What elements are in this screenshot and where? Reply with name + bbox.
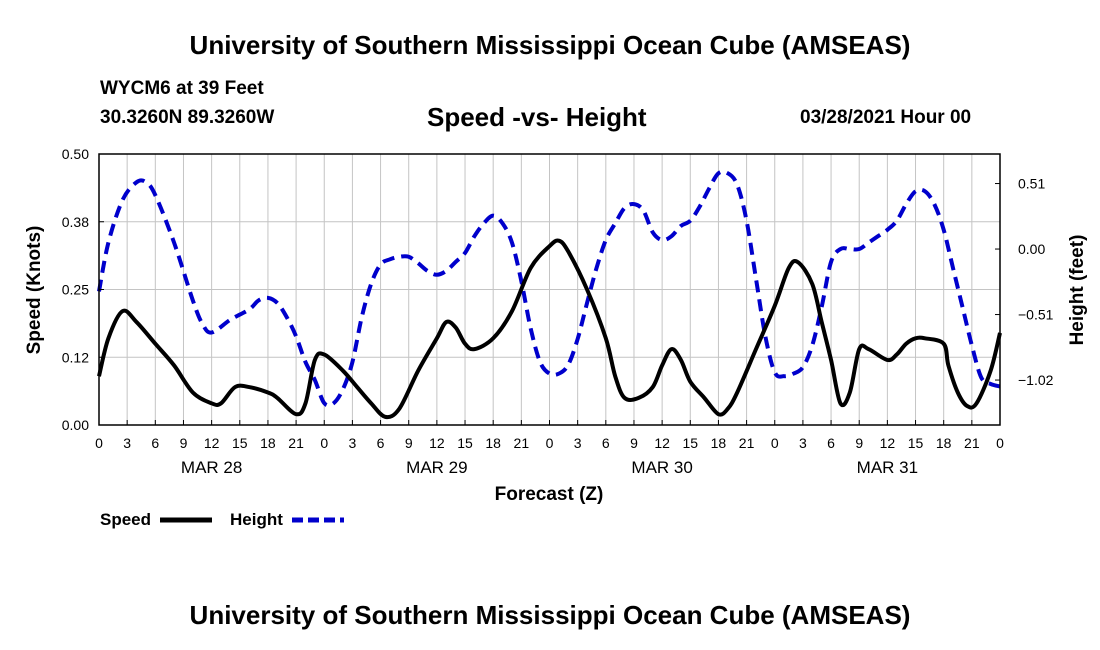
date-label: MAR 28 bbox=[181, 458, 242, 477]
x-tick-label: 21 bbox=[514, 435, 530, 451]
y2-tick-label: −0.51 bbox=[1018, 307, 1054, 323]
x-tick-label: 12 bbox=[204, 435, 220, 451]
coordinates-label: 30.3260N 89.3260W bbox=[100, 107, 275, 128]
date-label: MAR 29 bbox=[406, 458, 467, 477]
y-axis-label: Speed (Knots) bbox=[24, 226, 45, 355]
gridlines bbox=[99, 154, 1000, 425]
y-tick-label: 0.00 bbox=[62, 417, 89, 433]
y2-tick-label: 0.51 bbox=[1018, 176, 1045, 192]
x-tick-label: 21 bbox=[288, 435, 304, 451]
x-tick-label: 6 bbox=[827, 435, 835, 451]
x-tick-label: 15 bbox=[457, 435, 473, 451]
x-tick-label: 3 bbox=[349, 435, 357, 451]
x-tick-label: 3 bbox=[574, 435, 582, 451]
x-tick-label: 18 bbox=[485, 435, 501, 451]
x-tick-label: 3 bbox=[123, 435, 131, 451]
x-tick-label: 9 bbox=[405, 435, 413, 451]
x-tick-label: 6 bbox=[602, 435, 610, 451]
x-tick-label: 12 bbox=[654, 435, 670, 451]
x-tick-label: 18 bbox=[260, 435, 276, 451]
x-tick-label: 18 bbox=[936, 435, 952, 451]
x-tick-label: 15 bbox=[232, 435, 248, 451]
chart-footer-title: University of Southern Mississippi Ocean… bbox=[189, 600, 911, 630]
x-tick-label: 6 bbox=[151, 435, 159, 451]
x-tick-label: 0 bbox=[95, 435, 103, 451]
chart-subtitle: Speed -vs- Height bbox=[427, 102, 647, 132]
x-tick-label: 12 bbox=[429, 435, 445, 451]
x-tick-label: 21 bbox=[739, 435, 755, 451]
x-axis-label: Forecast (Z) bbox=[495, 484, 604, 505]
y2-tick-label: −1.02 bbox=[1018, 372, 1054, 388]
series-line-height bbox=[97, 169, 1001, 408]
x-tick-label: 0 bbox=[996, 435, 1004, 451]
x-tick-label: 0 bbox=[546, 435, 554, 451]
forecast-datetime: 03/28/2021 Hour 00 bbox=[800, 107, 972, 128]
y-tick-label: 0.50 bbox=[62, 146, 89, 162]
x-tick-label: 6 bbox=[377, 435, 385, 451]
y-tick-label: 0.12 bbox=[62, 349, 89, 365]
series-line-speed bbox=[97, 238, 1002, 420]
y-tick-label: 0.38 bbox=[62, 214, 89, 230]
x-tick-label: 9 bbox=[630, 435, 638, 451]
x-tick-label: 18 bbox=[711, 435, 727, 451]
x-tick-label: 15 bbox=[682, 435, 698, 451]
y2-axis-label: Height (feet) bbox=[1067, 235, 1088, 346]
chart-main-title: University of Southern Mississippi Ocean… bbox=[189, 30, 911, 60]
x-tick-label: 12 bbox=[880, 435, 896, 451]
axes: 0 3 6 9 12 15 18 21 0 3 6 9 12 15 18 21 0 3 6 9 12 15 18 21 0 3 6 9… bbox=[62, 146, 1054, 477]
x-tick-label: 21 bbox=[964, 435, 980, 451]
date-label: MAR 30 bbox=[631, 458, 692, 477]
legend: Speed Height bbox=[100, 510, 344, 529]
x-tick-label: 9 bbox=[855, 435, 863, 451]
date-label: MAR 31 bbox=[857, 458, 918, 477]
series-layer bbox=[97, 169, 1002, 420]
x-tick-label: 0 bbox=[320, 435, 328, 451]
legend-label-height: Height bbox=[230, 510, 283, 529]
x-tick-label: 3 bbox=[799, 435, 807, 451]
x-tick-label: 9 bbox=[180, 435, 188, 451]
x-tick-label: 15 bbox=[908, 435, 924, 451]
y-tick-label: 0.25 bbox=[62, 282, 89, 298]
legend-label-speed: Speed bbox=[100, 510, 151, 529]
y2-tick-label: 0.00 bbox=[1018, 241, 1045, 257]
x-tick-label: 0 bbox=[771, 435, 779, 451]
station-label: WYCM6 at 39 Feet bbox=[100, 78, 264, 99]
